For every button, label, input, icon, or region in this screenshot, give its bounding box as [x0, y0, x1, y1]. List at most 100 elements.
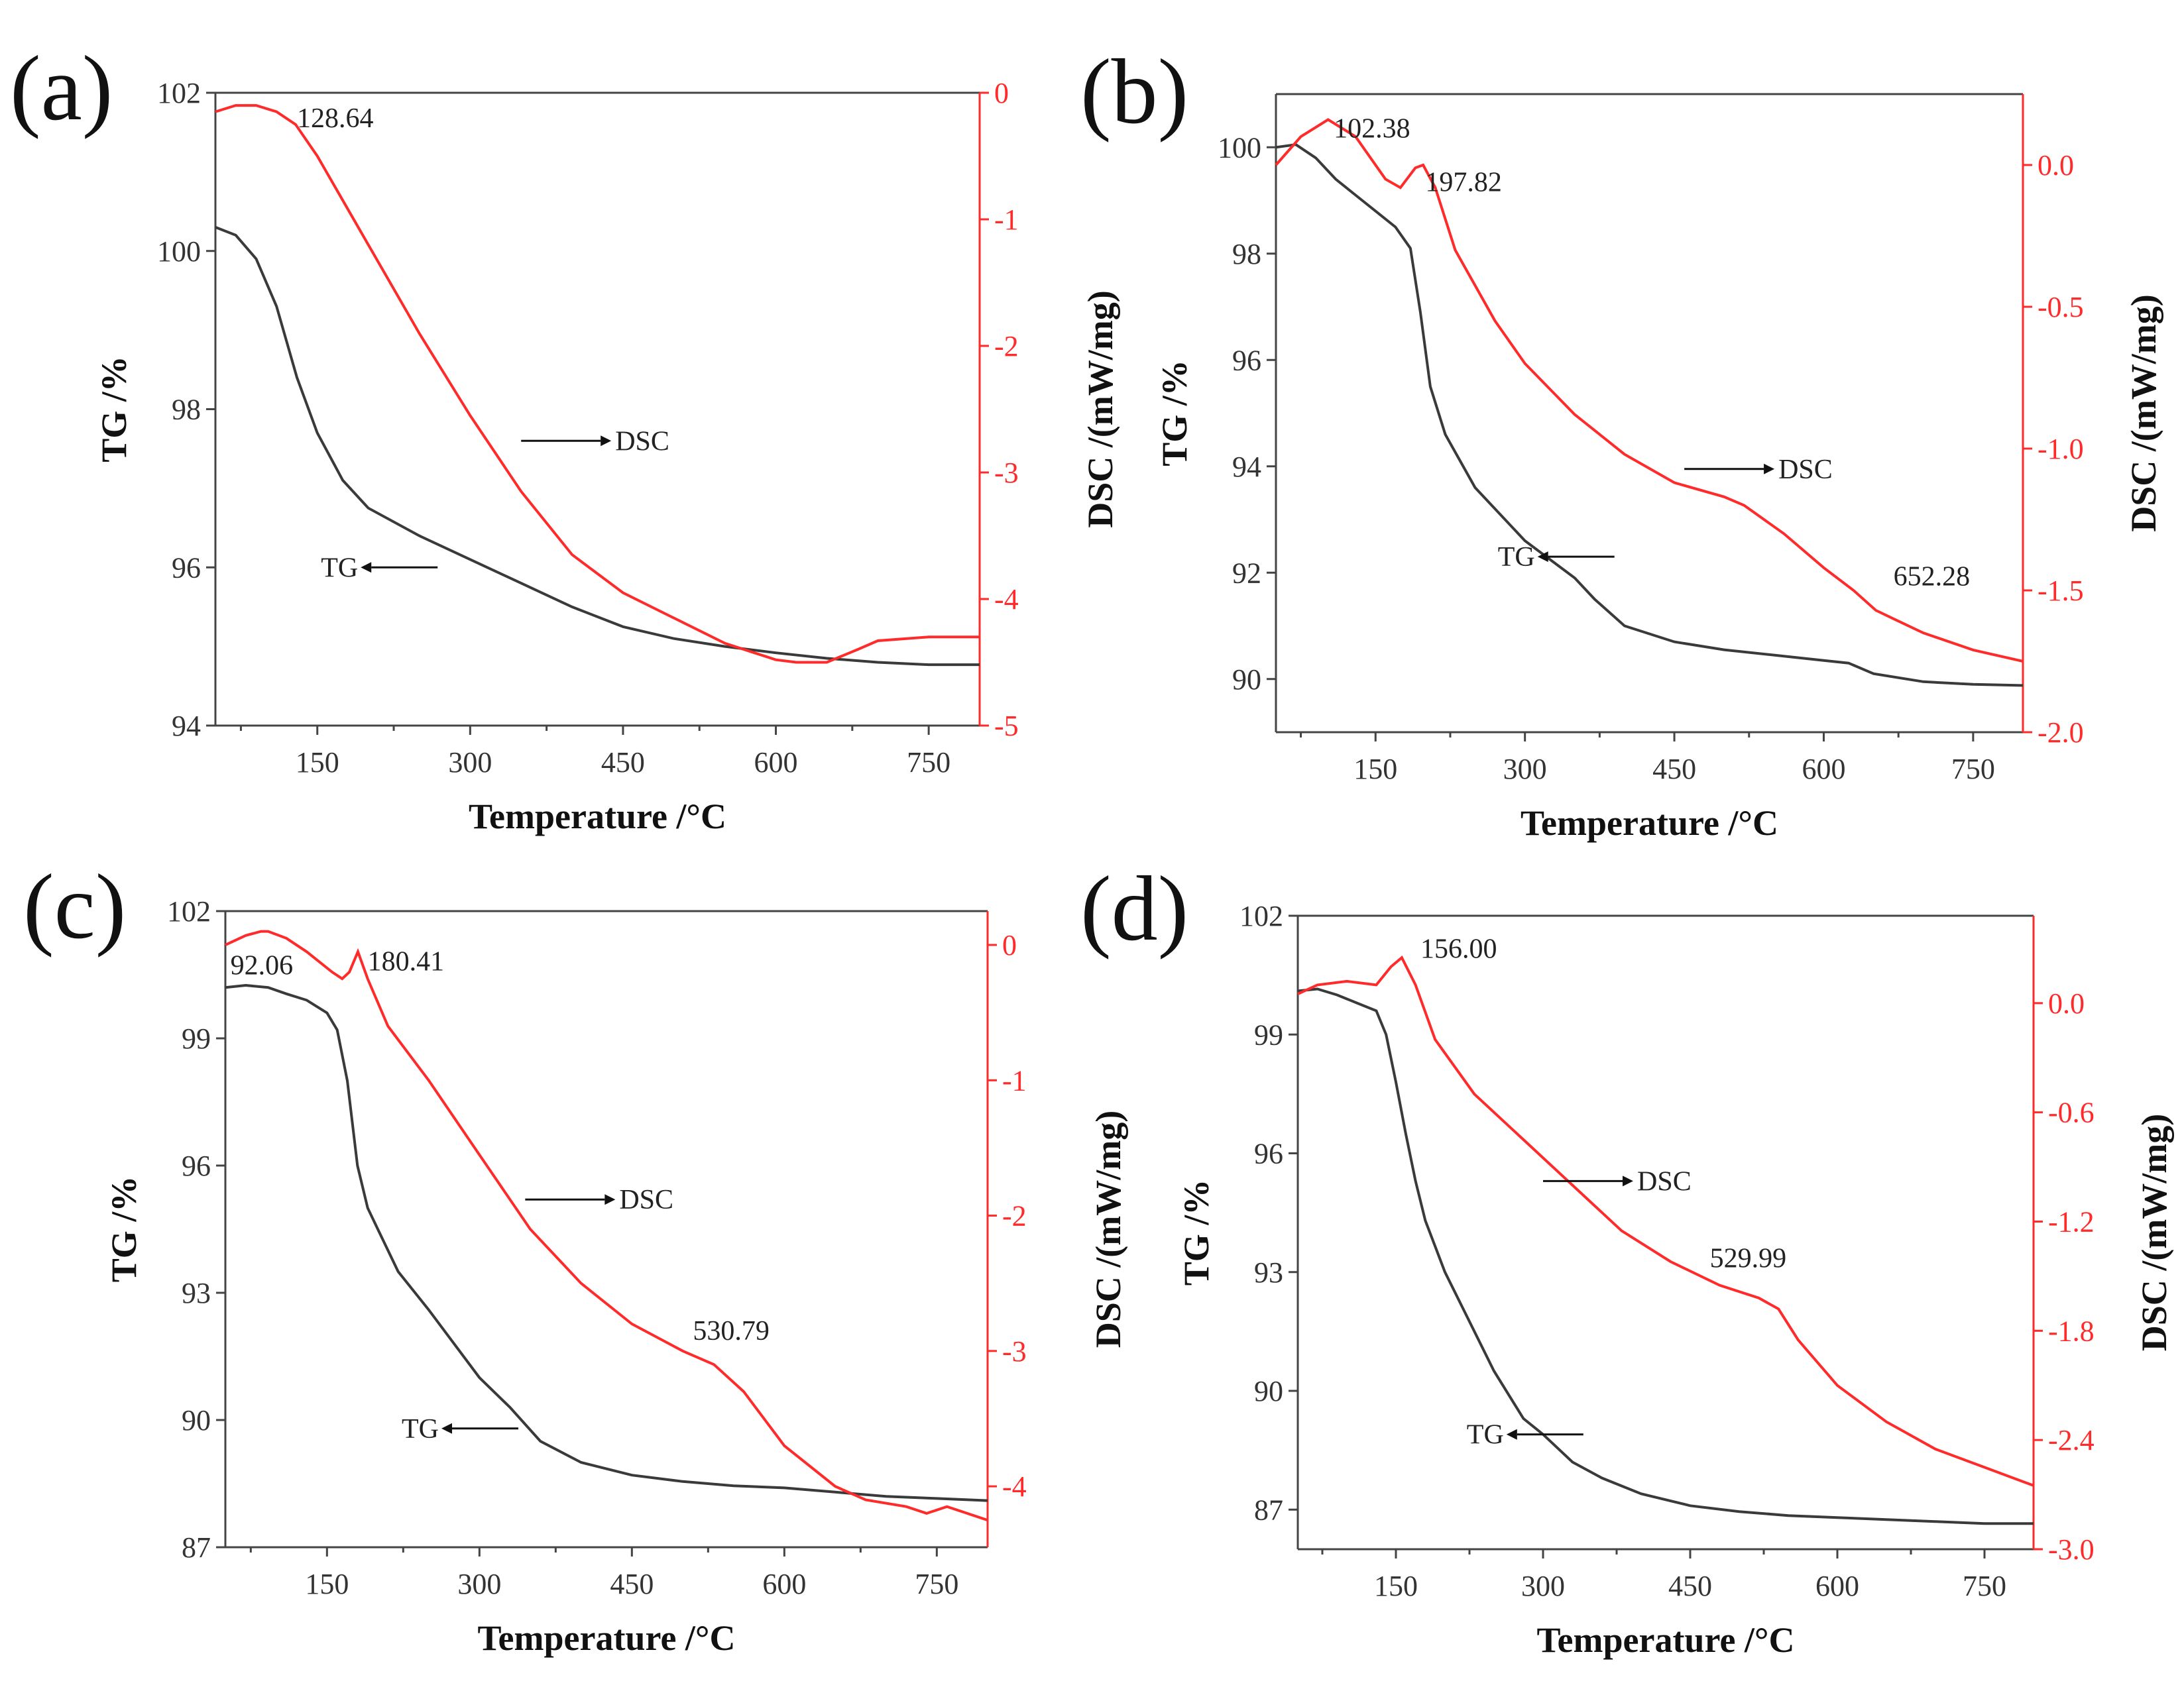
- peak-annotation: 529.99: [1710, 1243, 1787, 1274]
- panel-label: (d): [1080, 857, 1188, 960]
- y-right-tick-label: -4: [994, 583, 1019, 616]
- x-tick-label: 600: [754, 746, 798, 779]
- x-tick-label: 600: [762, 1568, 806, 1600]
- y-left-tick-label: 92: [1232, 557, 1261, 589]
- x-tick-label: 750: [915, 1568, 958, 1600]
- x-axis-title: Temperature /°C: [1521, 803, 1778, 843]
- y-right-tick-label: -3: [994, 457, 1019, 489]
- dsc-curve-label: DSC: [615, 426, 669, 457]
- y-left-tick-label: 99: [1254, 1018, 1283, 1051]
- y-left-tick-label: 98: [1232, 238, 1261, 270]
- y-left-tick-label: 102: [1239, 900, 1283, 932]
- y-right-tick-label: -1.8: [2048, 1315, 2095, 1347]
- tg-series-line: [215, 226, 980, 667]
- panel-label: (a): [10, 37, 113, 140]
- x-tick-label: 300: [1503, 753, 1547, 785]
- x-tick-label: 600: [1815, 1570, 1859, 1602]
- arrow-left-icon: [1506, 1429, 1517, 1440]
- panel-label: (b): [1080, 40, 1188, 143]
- panel-label: (c): [23, 855, 126, 958]
- x-tick-label: 600: [1802, 753, 1845, 785]
- x-tick-label: 450: [1668, 1570, 1712, 1602]
- tg-curve-label: TG: [402, 1414, 439, 1445]
- peak-annotation: 197.82: [1425, 168, 1502, 198]
- x-tick-label: 150: [1374, 1570, 1418, 1602]
- chart-panel-b: (b) 150 300 450 600 750 90 92 94 96 98 100 -2.0 -1.5 -…: [1080, 40, 2163, 843]
- y-right-tick-label: -2.4: [2048, 1424, 2095, 1456]
- dsc-series-line: [215, 104, 980, 664]
- tg-curve-label: TG: [321, 553, 358, 583]
- y-right-tick-label: -0.6: [2048, 1097, 2095, 1129]
- arrow-right-icon: [604, 1194, 616, 1205]
- chart-panel-a: (a) 150 300 450 600 750 94 96 98 100 102 -5 -4 -3 -2 -1…: [10, 37, 1120, 836]
- x-tick-label: 150: [305, 1568, 349, 1600]
- y-right-tick-label: -1.5: [2038, 574, 2084, 607]
- y-right-tick-label: -1.2: [2048, 1206, 2095, 1238]
- dsc-curve-label: DSC: [619, 1185, 673, 1215]
- y-left-tick-label: 94: [1232, 451, 1261, 483]
- y-left-tick-label: 96: [182, 1150, 211, 1182]
- y-left-tick-label: 102: [167, 895, 211, 928]
- arrow-right-icon: [601, 435, 612, 447]
- chart-panel-c: (c) 150 300 450 600 750 87 90 93 96 99 102 -4 -3 -2 -1 0…: [23, 855, 1128, 1658]
- arrow-left-icon: [361, 562, 372, 573]
- y-right-tick-label: 0: [994, 77, 1009, 109]
- y-left-axis-title: TG /%: [94, 356, 134, 463]
- x-tick-label: 750: [1963, 1570, 2006, 1602]
- x-axis-title: Temperature /°C: [1536, 1620, 1794, 1660]
- peak-annotation: 102.38: [1334, 113, 1410, 144]
- x-tick-label: 450: [1652, 753, 1696, 785]
- x-axis-title: Temperature /°C: [477, 1618, 735, 1658]
- x-tick-label: 750: [907, 746, 950, 779]
- y-left-tick-label: 96: [1254, 1138, 1283, 1170]
- y-left-tick-label: 90: [1254, 1375, 1283, 1407]
- y-right-tick-label: 0.0: [2048, 987, 2085, 1020]
- x-tick-label: 300: [448, 746, 492, 779]
- y-right-tick-label: -1.0: [2038, 433, 2084, 465]
- y-left-tick-label: 87: [1254, 1494, 1283, 1526]
- y-left-tick-label: 90: [182, 1404, 211, 1437]
- y-left-axis-title: TG /%: [1155, 360, 1194, 466]
- y-right-tick-label: 0: [1002, 929, 1017, 961]
- y-right-tick-label: -4: [1002, 1470, 1027, 1503]
- dsc-curve-label: DSC: [1778, 455, 1833, 485]
- y-left-axis-title: TG /%: [1177, 1179, 1216, 1286]
- y-right-axis-title: DSC /(mW/mg): [2124, 294, 2163, 531]
- y-right-tick-label: -2: [1002, 1200, 1027, 1232]
- y-right-axis-title: DSC /(mW/mg): [1080, 290, 1120, 527]
- y-right-tick-label: -0.5: [2038, 291, 2084, 323]
- y-right-tick-label: -2: [994, 330, 1019, 362]
- y-left-tick-label: 87: [182, 1531, 211, 1564]
- arrow-right-icon: [1764, 463, 1775, 474]
- y-left-tick-label: 102: [157, 77, 201, 109]
- tg-series-line: [1275, 143, 2024, 687]
- arrow-right-icon: [1623, 1176, 1633, 1187]
- x-tick-label: 150: [1353, 753, 1397, 785]
- dsc-series-line: [225, 930, 988, 1521]
- y-left-tick-label: 93: [182, 1277, 211, 1309]
- x-tick-label: 300: [457, 1568, 501, 1600]
- dsc-curve-label: DSC: [1637, 1166, 1692, 1197]
- y-left-axis-title: TG /%: [104, 1176, 144, 1283]
- x-axis-title: Temperature /°C: [469, 796, 726, 836]
- y-left-tick-label: 100: [157, 235, 201, 268]
- y-left-tick-label: 93: [1254, 1256, 1283, 1289]
- y-right-tick-label: -1: [994, 203, 1019, 236]
- tg-series-line: [225, 983, 988, 1502]
- peak-annotation: 530.79: [693, 1316, 770, 1346]
- y-left-tick-label: 94: [172, 710, 201, 742]
- y-right-tick-label: 0.0: [2038, 149, 2074, 182]
- y-right-tick-label: -3: [1002, 1335, 1027, 1368]
- y-left-tick-label: 98: [172, 394, 201, 426]
- peak-annotation: 92.06: [231, 951, 294, 981]
- arrow-left-icon: [1537, 551, 1548, 563]
- x-tick-label: 450: [601, 746, 645, 779]
- chart-panel-d: (d) 150 300 450 600 750 87 90 93 96 99 102 -3.0 -2.4 -…: [1080, 857, 2174, 1660]
- y-left-tick-label: 99: [182, 1022, 211, 1055]
- arrow-left-icon: [441, 1423, 452, 1434]
- x-tick-label: 150: [296, 746, 339, 779]
- x-tick-label: 750: [1951, 753, 1995, 785]
- y-left-tick-label: 96: [172, 551, 201, 584]
- peak-annotation: 128.64: [297, 103, 374, 134]
